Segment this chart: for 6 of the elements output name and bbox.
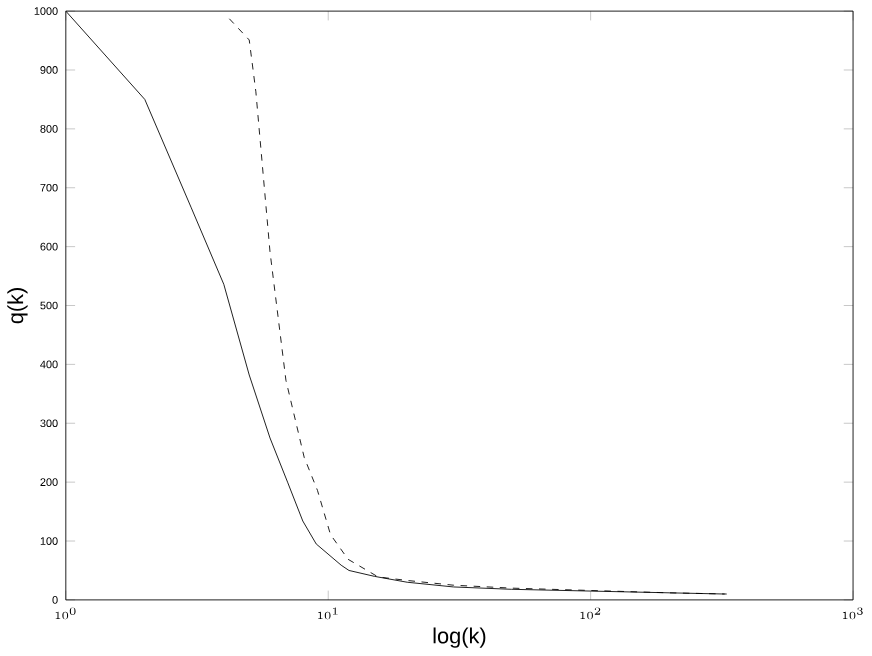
x-axis-title: log(k) (433, 627, 486, 649)
y-axis-title: q(k) (7, 288, 28, 324)
x-tick-label: $10^{2}$ (580, 607, 601, 620)
x-tick-label: $10^{3}$ (842, 607, 863, 620)
x-tick-label: $10^{1}$ (318, 607, 338, 620)
x-tick-label: $10^{0}$ (55, 607, 76, 620)
